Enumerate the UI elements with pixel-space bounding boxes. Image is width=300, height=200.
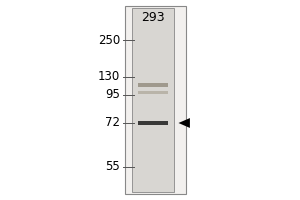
Text: 55: 55 bbox=[105, 160, 120, 173]
Text: 250: 250 bbox=[98, 33, 120, 46]
FancyBboxPatch shape bbox=[138, 83, 168, 87]
FancyBboxPatch shape bbox=[138, 121, 168, 125]
FancyBboxPatch shape bbox=[138, 91, 168, 94]
FancyBboxPatch shape bbox=[132, 8, 174, 192]
Text: 72: 72 bbox=[105, 116, 120, 130]
Text: 95: 95 bbox=[105, 88, 120, 102]
Text: 130: 130 bbox=[98, 71, 120, 84]
FancyBboxPatch shape bbox=[124, 6, 186, 194]
Polygon shape bbox=[178, 118, 190, 128]
Text: 293: 293 bbox=[141, 11, 165, 24]
